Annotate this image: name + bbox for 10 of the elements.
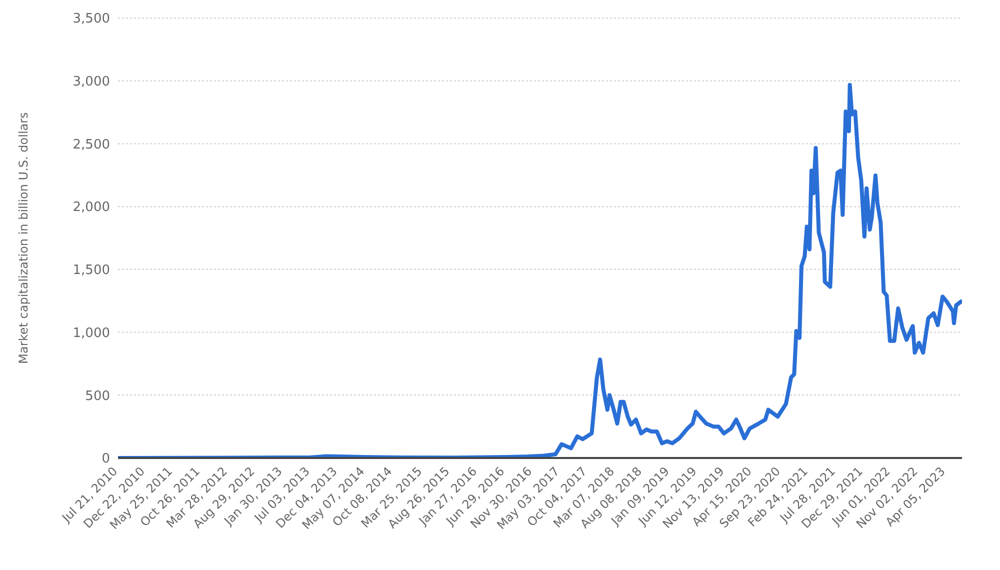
y-tick-label: 3,000 <box>72 74 110 90</box>
y-tick-label: 2,500 <box>72 137 110 152</box>
y-tick-label: 1,000 <box>72 326 110 341</box>
y-tick-label: 500 <box>85 388 110 404</box>
y-axis-title: Market capitalization in billion U.S. dollars <box>16 112 30 364</box>
y-tick-label: 1,500 <box>72 263 110 278</box>
y-tick-label: 2,000 <box>72 200 110 216</box>
y-tick-label: 0 <box>102 452 110 467</box>
line-series <box>118 82 962 458</box>
y-tick-label: 3,500 <box>72 12 110 27</box>
